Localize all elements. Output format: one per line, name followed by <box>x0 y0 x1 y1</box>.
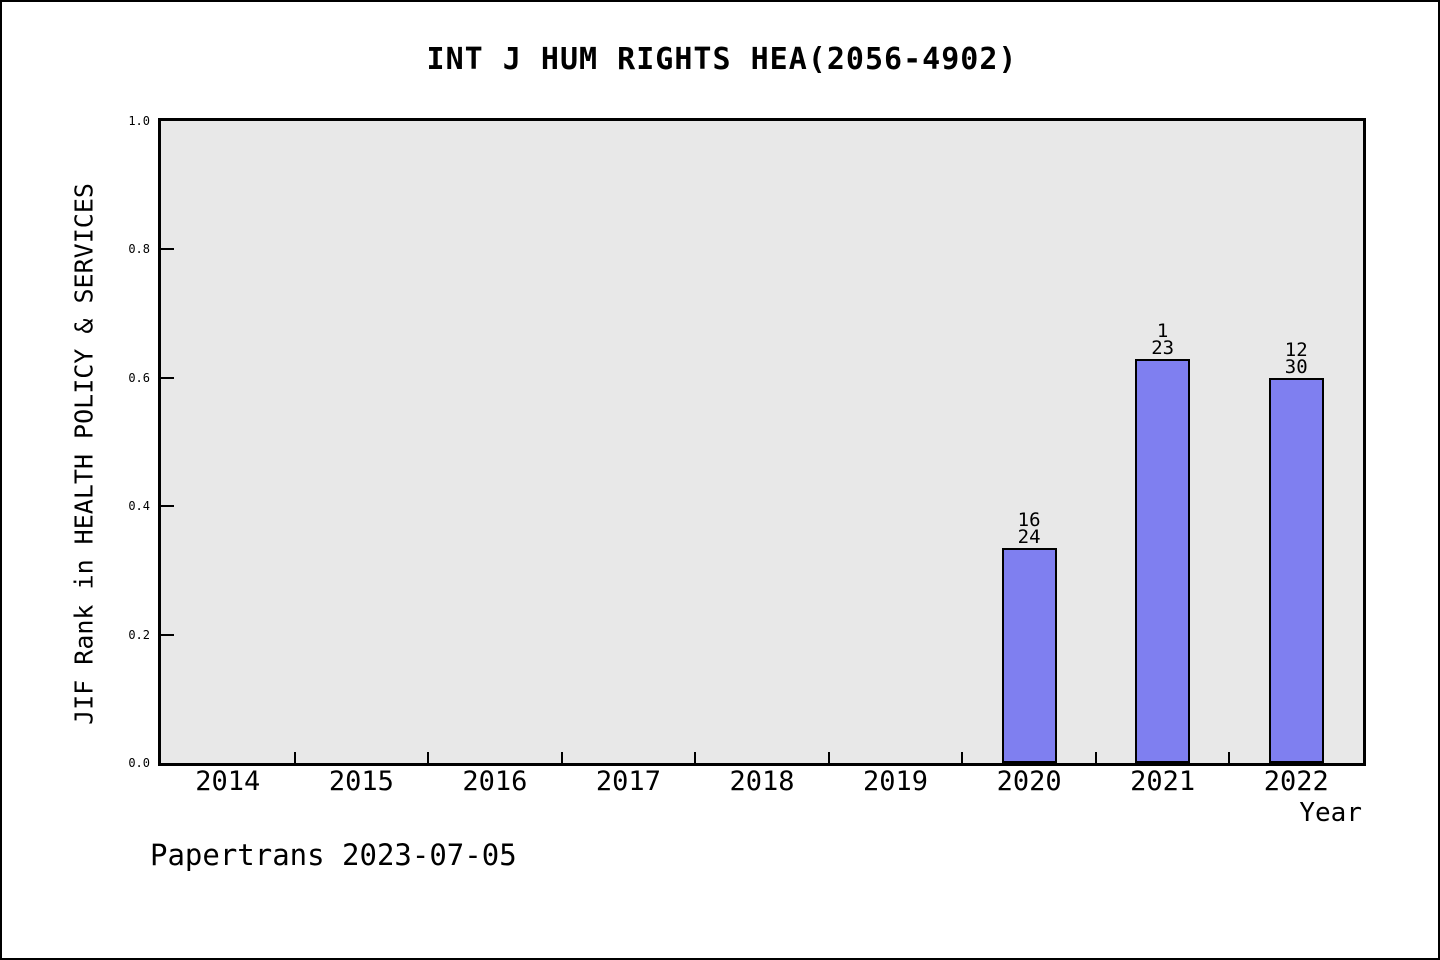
y-tick-mark <box>161 377 174 379</box>
x-tick-mark <box>1228 752 1230 763</box>
x-tick-label-2018: 2018 <box>729 766 795 797</box>
bar-2021 <box>1135 359 1190 763</box>
x-tick-mark <box>694 752 696 763</box>
y-tick-mark <box>161 248 174 250</box>
x-tick-label-2015: 2015 <box>328 766 394 797</box>
x-tick-mark <box>294 752 296 763</box>
y-tick-mark <box>161 634 174 636</box>
x-tick-label-2016: 2016 <box>462 766 528 797</box>
y-tick-label-0.2: 0.2 <box>128 627 150 642</box>
x-axis-label: Year <box>1299 798 1362 828</box>
x-tick-mark <box>1095 752 1097 763</box>
y-tick-label-0.8: 0.8 <box>128 242 150 257</box>
watermark-text: Papertrans 2023-07-05 <box>150 838 517 872</box>
y-axis-label: JIF Rank in HEALTH POLICY & SERVICES <box>69 183 99 725</box>
x-tick-mark <box>427 752 429 763</box>
x-tick-label-2020: 2020 <box>996 766 1062 797</box>
x-tick-mark <box>961 752 963 763</box>
y-tick-label-0.4: 0.4 <box>128 499 150 514</box>
x-tick-label-2022: 2022 <box>1263 766 1329 797</box>
y-tick-label-1.0: 1.0 <box>128 114 150 128</box>
bar-value-label-2020: 16 24 <box>1017 509 1041 548</box>
bar-value-label-2022: 12 30 <box>1284 339 1308 378</box>
y-tick-mark <box>161 505 174 507</box>
y-tick-label-0.6: 0.6 <box>128 370 150 385</box>
x-tick-mark <box>561 752 563 763</box>
x-tick-label-2017: 2017 <box>595 766 661 797</box>
x-tick-label-2014: 2014 <box>195 766 261 797</box>
y-tick-label-0.0: 0.0 <box>128 756 150 770</box>
x-tick-label-2021: 2021 <box>1130 766 1196 797</box>
bar-value-label-2021: 1 23 <box>1151 320 1175 359</box>
x-tick-label-2019: 2019 <box>863 766 929 797</box>
bar-2022 <box>1269 378 1324 763</box>
bar-2020 <box>1002 548 1057 763</box>
x-tick-mark <box>828 752 830 763</box>
chart-title: INT J HUM RIGHTS HEA(2056-4902) <box>426 42 1018 77</box>
